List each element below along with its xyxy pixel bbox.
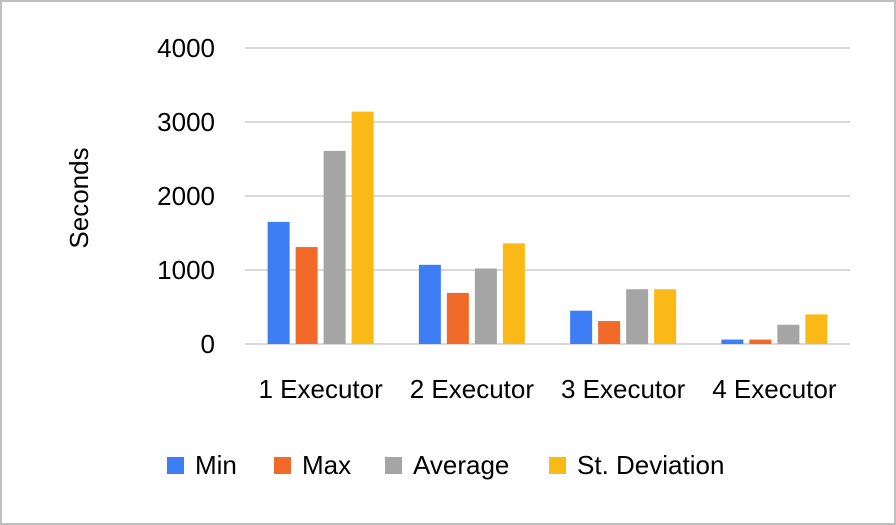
bar (721, 339, 744, 344)
legend-label: Average (413, 450, 509, 480)
legend-label: St. Deviation (577, 450, 724, 480)
y-axis-ticks: 0 1000 2000 3000 4000 (157, 33, 215, 359)
y-tick-label: 4000 (157, 33, 215, 63)
bar (267, 221, 290, 344)
legend: Min Max Average St. Deviation (167, 450, 724, 480)
legend-swatch (385, 457, 402, 474)
x-tick-label: 2 Executor (410, 374, 535, 404)
bar (805, 314, 828, 344)
x-tick-label: 1 Executor (258, 374, 383, 404)
bar (570, 310, 593, 344)
x-tick-label: 4 Executor (712, 374, 837, 404)
legend-swatch (274, 457, 291, 474)
grid-lines (245, 47, 850, 345)
bar (654, 289, 677, 344)
bar (749, 339, 772, 344)
y-tick-label: 3000 (157, 107, 215, 137)
legend-label: Max (302, 450, 351, 480)
y-axis-title: Seconds (64, 147, 94, 248)
legend-swatch (549, 457, 566, 474)
x-tick-label: 3 Executor (561, 374, 686, 404)
bar (351, 111, 374, 344)
bars (267, 111, 828, 344)
bar (598, 321, 621, 344)
y-tick-label: 0 (201, 329, 215, 359)
x-axis-ticks: 1 Executor 2 Executor 3 Executor 4 Executor (258, 374, 836, 404)
bar (777, 324, 800, 344)
bar (295, 247, 318, 344)
bar (626, 289, 649, 344)
bar (446, 292, 469, 344)
bar (502, 243, 525, 344)
y-tick-label: 1000 (157, 255, 215, 285)
legend-swatch (167, 457, 184, 474)
y-tick-label: 2000 (157, 181, 215, 211)
bar (474, 268, 497, 344)
bar (323, 150, 346, 344)
legend-label: Min (195, 450, 237, 480)
bar (418, 264, 441, 344)
